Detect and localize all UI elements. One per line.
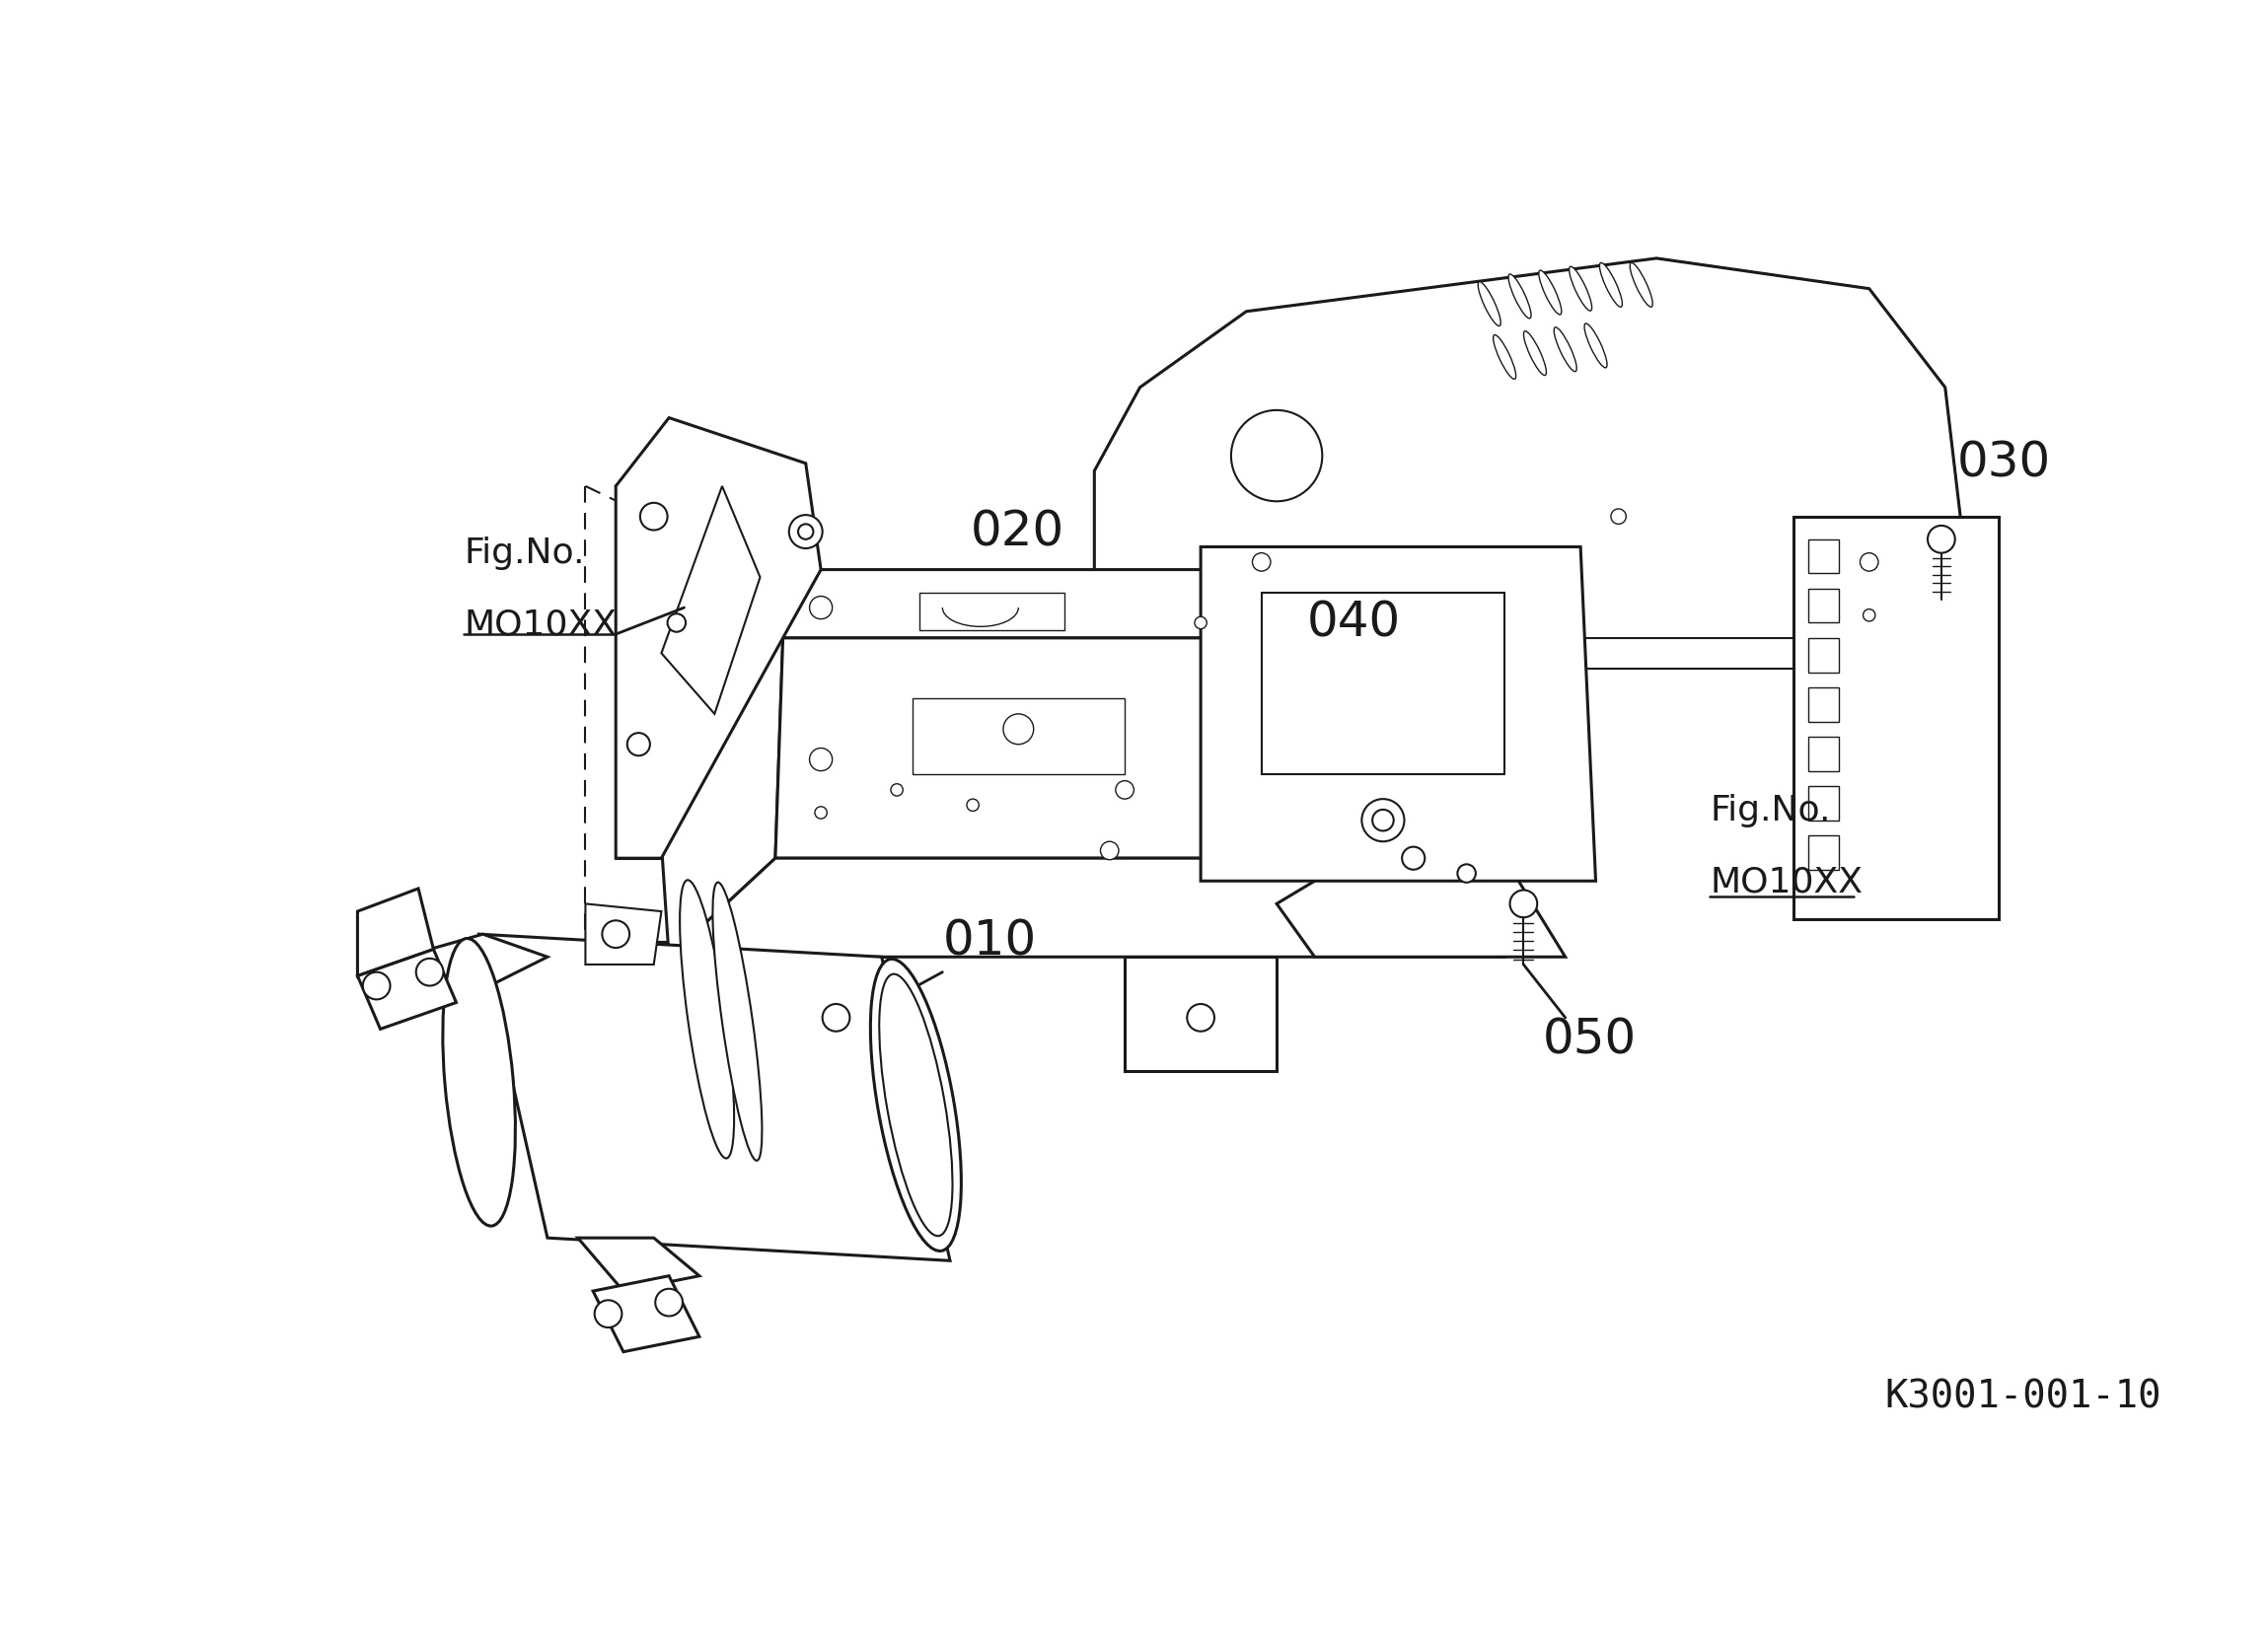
- Ellipse shape: [680, 881, 735, 1159]
- Ellipse shape: [442, 938, 515, 1226]
- Text: K3001-001-10: K3001-001-10: [1885, 1379, 2161, 1416]
- Polygon shape: [592, 1276, 699, 1351]
- Circle shape: [1928, 525, 1955, 553]
- Polygon shape: [1261, 593, 1504, 775]
- Polygon shape: [919, 593, 1064, 630]
- Ellipse shape: [1508, 275, 1531, 318]
- Polygon shape: [1095, 639, 1923, 668]
- Circle shape: [1232, 410, 1322, 502]
- Text: Fig.No.: Fig.No.: [465, 537, 585, 570]
- Circle shape: [640, 502, 667, 530]
- Ellipse shape: [1599, 263, 1622, 308]
- Circle shape: [594, 1300, 621, 1327]
- Ellipse shape: [1554, 328, 1576, 372]
- Text: 030: 030: [1957, 439, 2050, 487]
- Polygon shape: [669, 858, 1504, 956]
- Circle shape: [810, 747, 832, 770]
- Ellipse shape: [1524, 331, 1547, 375]
- Polygon shape: [1808, 589, 1839, 622]
- Polygon shape: [1277, 858, 1565, 956]
- Circle shape: [891, 783, 903, 797]
- Polygon shape: [1474, 570, 1565, 858]
- Ellipse shape: [880, 974, 953, 1236]
- Circle shape: [798, 523, 814, 540]
- Polygon shape: [617, 418, 821, 858]
- Text: MO10XX: MO10XX: [465, 607, 617, 642]
- Polygon shape: [1808, 688, 1839, 721]
- Circle shape: [363, 973, 390, 999]
- Circle shape: [628, 732, 651, 756]
- Circle shape: [655, 1289, 683, 1317]
- Polygon shape: [479, 935, 950, 1261]
- Polygon shape: [358, 950, 456, 1029]
- Polygon shape: [1095, 258, 1960, 653]
- Ellipse shape: [1538, 270, 1560, 314]
- Circle shape: [1100, 841, 1118, 859]
- Polygon shape: [1808, 639, 1839, 672]
- Polygon shape: [1794, 517, 1998, 918]
- Text: 020: 020: [971, 509, 1064, 555]
- Ellipse shape: [712, 882, 762, 1160]
- Polygon shape: [1808, 836, 1839, 869]
- Ellipse shape: [1569, 267, 1592, 311]
- Text: 050: 050: [1542, 1017, 1637, 1063]
- Circle shape: [1372, 810, 1393, 831]
- Circle shape: [1610, 509, 1626, 523]
- Polygon shape: [358, 889, 433, 976]
- Circle shape: [1195, 617, 1207, 629]
- Polygon shape: [662, 486, 760, 714]
- Polygon shape: [912, 698, 1125, 775]
- Ellipse shape: [1631, 263, 1653, 308]
- Circle shape: [814, 807, 828, 818]
- Circle shape: [1002, 714, 1034, 744]
- Polygon shape: [1808, 737, 1839, 770]
- Text: 040: 040: [1306, 599, 1402, 647]
- Text: Fig.No.: Fig.No.: [1710, 795, 1830, 828]
- Circle shape: [1402, 846, 1424, 869]
- Ellipse shape: [1492, 334, 1515, 379]
- Polygon shape: [578, 1238, 699, 1290]
- Polygon shape: [429, 935, 547, 1002]
- Polygon shape: [1125, 956, 1277, 1072]
- Ellipse shape: [1479, 281, 1501, 326]
- Circle shape: [1860, 553, 1878, 571]
- Polygon shape: [760, 570, 1474, 639]
- Circle shape: [966, 798, 980, 811]
- Polygon shape: [1808, 540, 1839, 573]
- Circle shape: [1186, 1004, 1213, 1032]
- Polygon shape: [776, 956, 889, 1072]
- Circle shape: [667, 614, 685, 632]
- Circle shape: [1510, 890, 1538, 917]
- Circle shape: [1361, 798, 1404, 841]
- Ellipse shape: [871, 960, 962, 1251]
- Circle shape: [1862, 609, 1876, 621]
- Circle shape: [1116, 780, 1134, 798]
- Ellipse shape: [1585, 324, 1608, 367]
- Circle shape: [823, 1004, 850, 1032]
- Text: 010: 010: [943, 918, 1036, 966]
- Polygon shape: [1808, 787, 1839, 820]
- Polygon shape: [1200, 546, 1597, 881]
- Polygon shape: [585, 904, 662, 965]
- Circle shape: [415, 958, 442, 986]
- Circle shape: [810, 596, 832, 619]
- Polygon shape: [653, 570, 782, 956]
- Text: MO10XX: MO10XX: [1710, 866, 1862, 899]
- Polygon shape: [776, 639, 1490, 858]
- Circle shape: [1252, 553, 1270, 571]
- Circle shape: [1458, 864, 1476, 882]
- Circle shape: [601, 920, 631, 948]
- Circle shape: [789, 515, 823, 548]
